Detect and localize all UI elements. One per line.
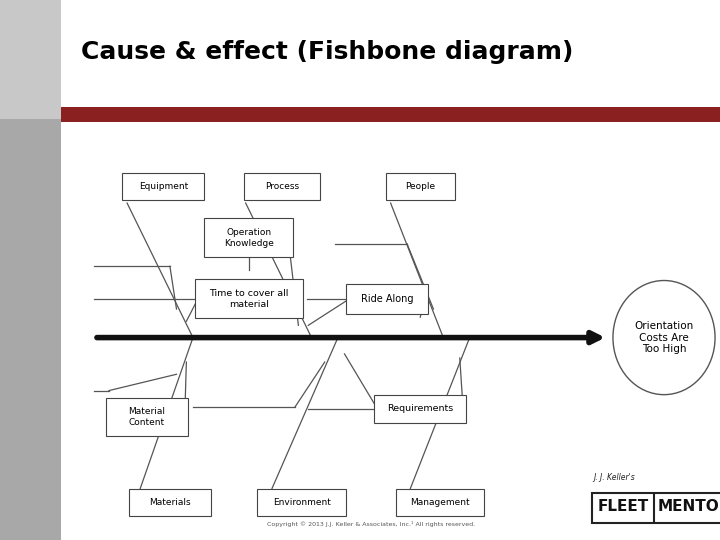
FancyBboxPatch shape	[257, 489, 346, 516]
Text: People: People	[405, 182, 436, 191]
FancyBboxPatch shape	[374, 395, 467, 423]
FancyBboxPatch shape	[386, 173, 455, 200]
Text: Ride Along: Ride Along	[361, 294, 413, 304]
Text: Orientation
Costs Are
Too High: Orientation Costs Are Too High	[634, 321, 693, 354]
FancyBboxPatch shape	[395, 489, 485, 516]
Text: Requirements: Requirements	[387, 404, 454, 414]
Text: MENTOR: MENTOR	[657, 500, 720, 514]
Text: Cause & effect (Fishbone diagram): Cause & effect (Fishbone diagram)	[81, 40, 573, 64]
FancyBboxPatch shape	[106, 398, 188, 436]
Text: Environment: Environment	[273, 498, 330, 507]
Text: Time to cover all
material: Time to cover all material	[210, 289, 289, 309]
FancyBboxPatch shape	[194, 280, 303, 318]
Text: Copyright © 2013 J.J. Keller & Associates, Inc.¹ All rights reserved.: Copyright © 2013 J.J. Keller & Associate…	[267, 521, 475, 527]
Text: Material
Content: Material Content	[128, 407, 166, 427]
Text: Management: Management	[410, 498, 470, 507]
Text: FLEET: FLEET	[598, 500, 649, 514]
FancyBboxPatch shape	[244, 173, 320, 200]
Text: Materials: Materials	[149, 498, 191, 507]
FancyBboxPatch shape	[122, 173, 204, 200]
FancyBboxPatch shape	[129, 489, 211, 516]
Text: Equipment: Equipment	[139, 182, 188, 191]
FancyBboxPatch shape	[204, 218, 294, 257]
Text: Process: Process	[265, 182, 299, 191]
FancyBboxPatch shape	[592, 492, 720, 523]
FancyBboxPatch shape	[346, 284, 428, 314]
Text: J. J. Keller's: J. J. Keller's	[594, 474, 636, 482]
Text: Operation
Knowledge: Operation Knowledge	[224, 228, 274, 248]
